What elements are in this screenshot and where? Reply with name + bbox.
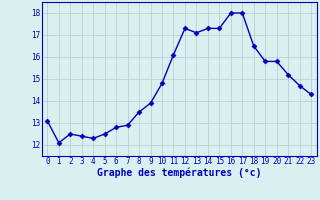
X-axis label: Graphe des températures (°c): Graphe des températures (°c)	[97, 168, 261, 178]
